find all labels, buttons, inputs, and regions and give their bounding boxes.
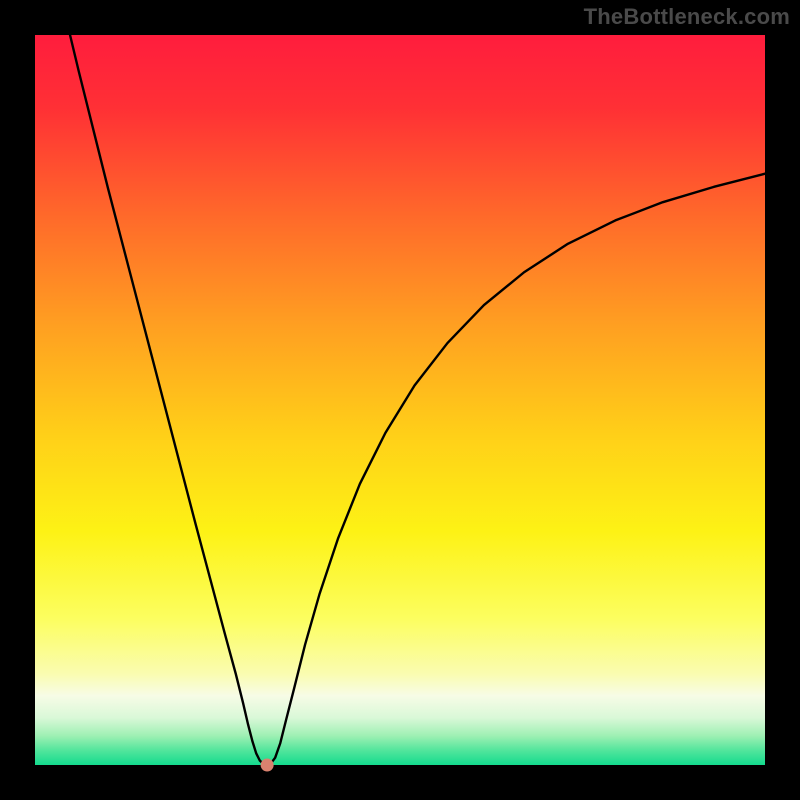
bottleneck-chart	[0, 0, 800, 800]
optimal-point-marker	[261, 759, 274, 772]
plot-background	[35, 35, 765, 765]
chart-stage: TheBottleneck.com	[0, 0, 800, 800]
watermark-text: TheBottleneck.com	[584, 4, 790, 30]
